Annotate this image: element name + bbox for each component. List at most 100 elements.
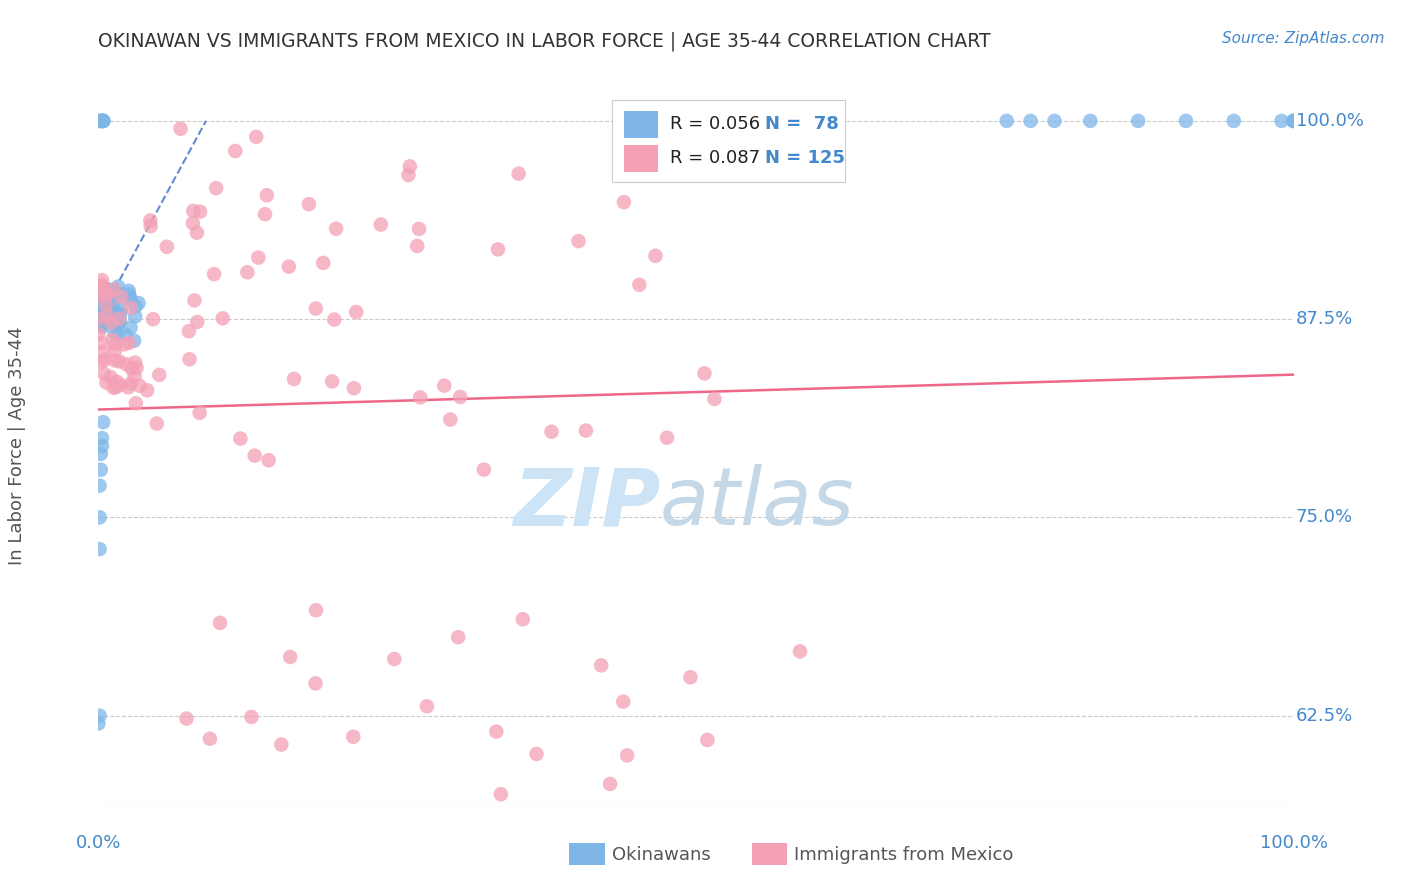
Point — [89, 542, 111, 557]
Point — [1019, 114, 1042, 128]
Point — [101, 333, 124, 347]
Point — [1271, 114, 1294, 128]
Point — [91, 293, 114, 307]
Point — [136, 384, 159, 398]
Point — [124, 299, 146, 313]
Text: atlas: atlas — [661, 464, 855, 542]
Point — [108, 354, 131, 368]
Point — [591, 658, 613, 673]
Point — [93, 367, 115, 381]
Point — [91, 114, 114, 128]
Point — [105, 308, 128, 322]
Point — [90, 114, 112, 128]
Point — [87, 114, 110, 128]
Point — [628, 277, 651, 292]
Point — [98, 286, 121, 301]
Point — [91, 320, 114, 334]
Point — [124, 369, 146, 384]
Point — [145, 417, 167, 431]
Point — [156, 240, 179, 254]
Point — [304, 676, 326, 690]
Text: 0.0%: 0.0% — [76, 834, 121, 852]
Point — [278, 650, 301, 665]
Point — [298, 197, 321, 211]
Point — [105, 380, 128, 394]
Point — [323, 312, 346, 326]
Point — [89, 279, 111, 293]
Point — [90, 355, 112, 369]
Point — [117, 380, 139, 394]
Point — [1222, 114, 1246, 128]
Point — [439, 412, 461, 426]
Point — [325, 221, 347, 235]
Point — [112, 337, 135, 351]
Point — [256, 188, 278, 202]
Point — [567, 234, 589, 248]
Point — [108, 307, 131, 321]
Point — [179, 352, 201, 367]
Point — [91, 114, 114, 128]
Text: OKINAWAN VS IMMIGRANTS FROM MEXICO IN LABOR FORCE | AGE 35-44 CORRELATION CHART: OKINAWAN VS IMMIGRANTS FROM MEXICO IN LA… — [98, 31, 991, 51]
FancyBboxPatch shape — [624, 145, 658, 172]
FancyBboxPatch shape — [624, 111, 658, 137]
Point — [90, 463, 112, 477]
Point — [87, 326, 110, 341]
Point — [89, 303, 111, 318]
Point — [103, 305, 125, 319]
Point — [101, 315, 124, 329]
Point — [198, 731, 221, 746]
Point — [108, 311, 131, 326]
Point — [96, 287, 118, 301]
Point — [283, 372, 305, 386]
Text: R = 0.087: R = 0.087 — [669, 150, 759, 168]
Point — [94, 308, 117, 322]
Point — [1043, 114, 1066, 128]
Point — [382, 652, 405, 666]
Point — [485, 724, 508, 739]
Point — [655, 431, 678, 445]
Point — [575, 424, 598, 438]
Point — [91, 439, 114, 453]
Point — [91, 114, 114, 128]
Point — [142, 312, 165, 326]
Point — [96, 308, 118, 322]
Point — [693, 367, 716, 381]
Point — [139, 219, 162, 233]
Point — [447, 630, 470, 644]
Point — [97, 283, 120, 297]
Point — [205, 181, 228, 195]
Point — [176, 712, 198, 726]
Point — [91, 282, 114, 296]
Point — [270, 738, 292, 752]
Point — [90, 318, 112, 332]
Point — [118, 287, 141, 301]
Point — [1282, 114, 1305, 128]
Point — [107, 310, 129, 324]
Point — [1282, 114, 1305, 128]
Point — [995, 114, 1018, 128]
Point — [89, 478, 111, 492]
Point — [240, 710, 263, 724]
Point — [1080, 114, 1102, 128]
Point — [508, 167, 530, 181]
Point — [89, 299, 111, 313]
Point — [599, 777, 621, 791]
Point — [398, 160, 420, 174]
FancyBboxPatch shape — [612, 100, 845, 182]
Point — [128, 379, 150, 393]
Point — [1175, 114, 1198, 128]
Point — [257, 453, 280, 467]
Point — [344, 305, 367, 319]
Point — [703, 392, 725, 406]
Point — [247, 251, 270, 265]
Text: 87.5%: 87.5% — [1296, 310, 1353, 328]
Text: 62.5%: 62.5% — [1296, 706, 1353, 724]
Point — [188, 204, 211, 219]
Text: R = 0.056: R = 0.056 — [669, 115, 759, 133]
Point — [96, 286, 118, 301]
Point — [91, 415, 114, 429]
Point — [512, 612, 534, 626]
Point — [101, 310, 124, 325]
Point — [125, 360, 148, 375]
Point — [114, 327, 136, 342]
